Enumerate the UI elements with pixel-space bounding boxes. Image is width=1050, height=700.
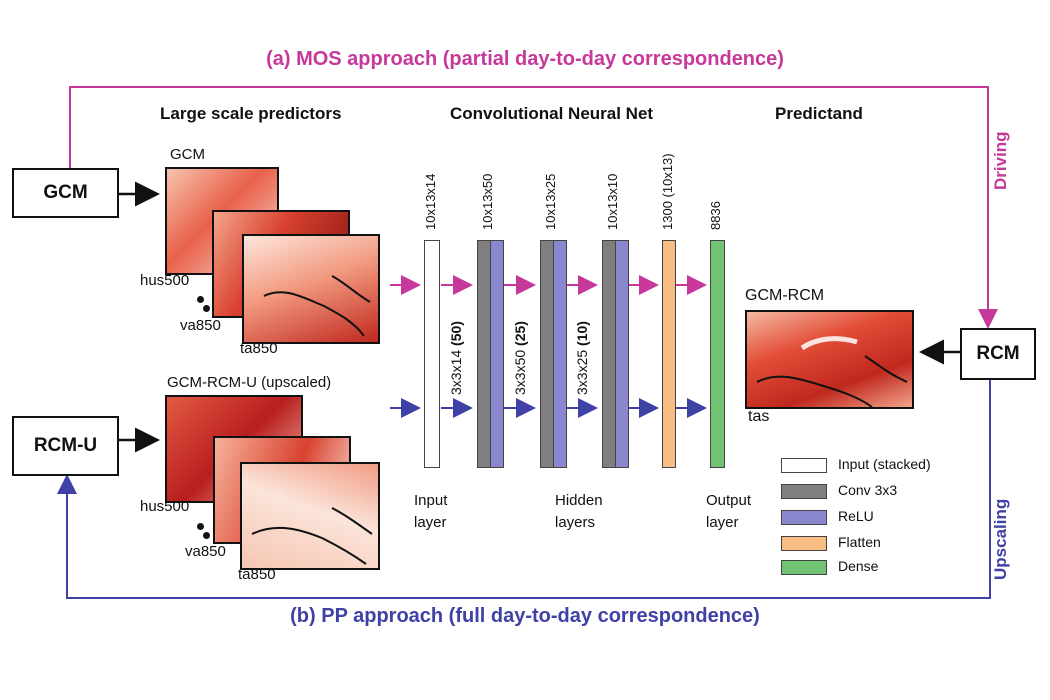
top-var-va850: va850 [180, 317, 221, 334]
dense-dim-label: 8836 [708, 201, 723, 230]
legend-swatch-conv [781, 484, 827, 499]
top-ellipsis-dot-1 [197, 296, 204, 303]
top-predictors-label: GCM [170, 146, 205, 163]
output-caption-1: Output [706, 492, 752, 509]
bottom-ellipsis-dot-1 [197, 523, 204, 530]
hidden-caption-1: Hidden [555, 492, 603, 509]
conv3-dim-label: 10x13x10 [605, 173, 620, 230]
kernel3-label: 3x3x25 (10) [574, 321, 590, 395]
dense-layer-bar [710, 240, 725, 468]
predictand-header: Predictand [775, 104, 863, 123]
relu-layer-1-bar [490, 240, 504, 468]
cnn-header: Convolutional Neural Net [450, 104, 654, 123]
top-var-ta850: ta850 [240, 340, 278, 357]
top-ellipsis-dot-2 [203, 305, 210, 312]
conv2-dim-label: 10x13x25 [543, 173, 558, 230]
input-caption-1: Input [414, 492, 448, 509]
pp-title: (b) PP approach (full day-to-day corresp… [290, 605, 760, 627]
kernel1-label: 3x3x14 (50) [448, 321, 464, 395]
bottom-ellipsis-dot-2 [203, 532, 210, 539]
bottom-var-va850: va850 [185, 543, 226, 560]
legend-label-dense: Dense [838, 558, 879, 574]
predictand-var: tas [748, 408, 770, 425]
bottom-map-ta850 [240, 462, 380, 570]
legend-swatch-flatten [781, 536, 827, 551]
flatten-layer-bar [662, 240, 676, 468]
bottom-predictors-label: GCM-RCM-U (upscaled) [167, 374, 332, 391]
legend-label-relu: ReLU [838, 508, 874, 524]
legend-swatch-input [781, 458, 827, 473]
conv1-dim-label: 10x13x50 [480, 173, 495, 230]
legend-label-input: Input (stacked) [838, 456, 931, 472]
kernel2-label: 3x3x50 (25) [512, 321, 528, 395]
mos-title: (a) MOS approach (partial day-to-day cor… [266, 48, 784, 70]
rcm-box: RCM [960, 328, 1036, 380]
relu-layer-2-bar [553, 240, 567, 468]
bottom-var-ta850: ta850 [238, 566, 276, 583]
output-caption-2: layer [706, 514, 739, 531]
predictand-map [745, 310, 914, 409]
top-var-hus500: hus500 [140, 272, 190, 289]
input-caption-2: layer [414, 514, 447, 531]
flatten-dim-label: 1300 (10x13) [660, 153, 675, 230]
rcmu-box: RCM-U [12, 416, 119, 476]
input-dim-label: 10x13x14 [423, 173, 438, 230]
predictors-header: Large scale predictors [160, 104, 342, 123]
legend-label-flatten: Flatten [838, 534, 881, 550]
pp-loop-line [57, 378, 991, 599]
legend-swatch-dense [781, 560, 827, 575]
input-layer-bar [424, 240, 440, 468]
relu-layer-3-bar [615, 240, 629, 468]
predictand-label: GCM-RCM [745, 287, 825, 304]
legend-swatch-relu [781, 510, 827, 525]
bottom-var-hus500: hus500 [140, 498, 190, 515]
hidden-caption-2: layers [555, 514, 596, 531]
mos-loop-line [69, 86, 998, 329]
legend-label-conv: Conv 3x3 [838, 482, 898, 498]
upscaling-label: Upscaling [991, 498, 1010, 580]
driving-label: Driving [991, 131, 1010, 190]
gcm-box: GCM [12, 168, 119, 218]
top-map-ta850 [242, 234, 380, 344]
